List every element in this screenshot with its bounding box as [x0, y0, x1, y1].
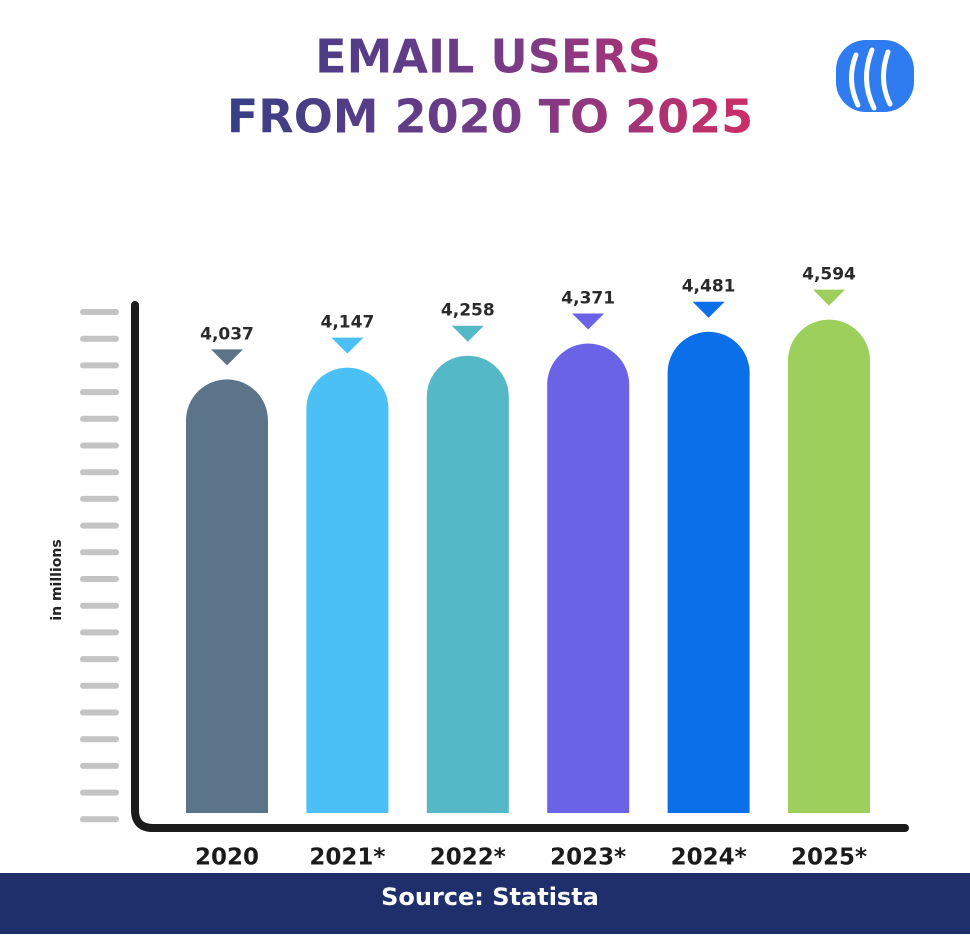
pointer: [211, 349, 243, 366]
x-tick-label: 2021*: [309, 845, 385, 871]
chart-title: EMAIL USERS: [315, 30, 661, 84]
x-tick-label: 2024*: [671, 845, 747, 871]
value-label: 4,147: [321, 313, 375, 333]
value-label: 4,481: [682, 277, 736, 297]
bar: [667, 331, 750, 813]
x-tick-label: 2025*: [791, 845, 867, 871]
logo: [836, 40, 914, 112]
bar: [306, 367, 389, 813]
source: Source: Statista: [381, 883, 599, 911]
pointer: [331, 337, 364, 354]
bar: [426, 355, 509, 813]
value-label: 4,037: [200, 324, 254, 344]
pointer: [692, 301, 725, 318]
x-tick-label: 2023*: [550, 845, 626, 871]
axis-line: [131, 301, 909, 832]
x-tick-label: 2020: [195, 845, 259, 871]
source-band: [0, 873, 970, 934]
value-label: 4,371: [561, 289, 615, 309]
pointer: [451, 325, 484, 342]
pointer: [572, 313, 605, 330]
y-axis-label: in millions: [49, 539, 65, 620]
value-label: 4,594: [802, 265, 856, 285]
bar: [186, 379, 268, 813]
chart-title: FROM 2020 TO 2025: [227, 90, 753, 144]
bar: [547, 343, 630, 813]
axis-decoration: [80, 309, 119, 823]
x-tick-label: 2022*: [430, 845, 506, 871]
value-label: 4,258: [441, 301, 495, 321]
pointer: [813, 289, 845, 306]
bar: [788, 319, 870, 813]
